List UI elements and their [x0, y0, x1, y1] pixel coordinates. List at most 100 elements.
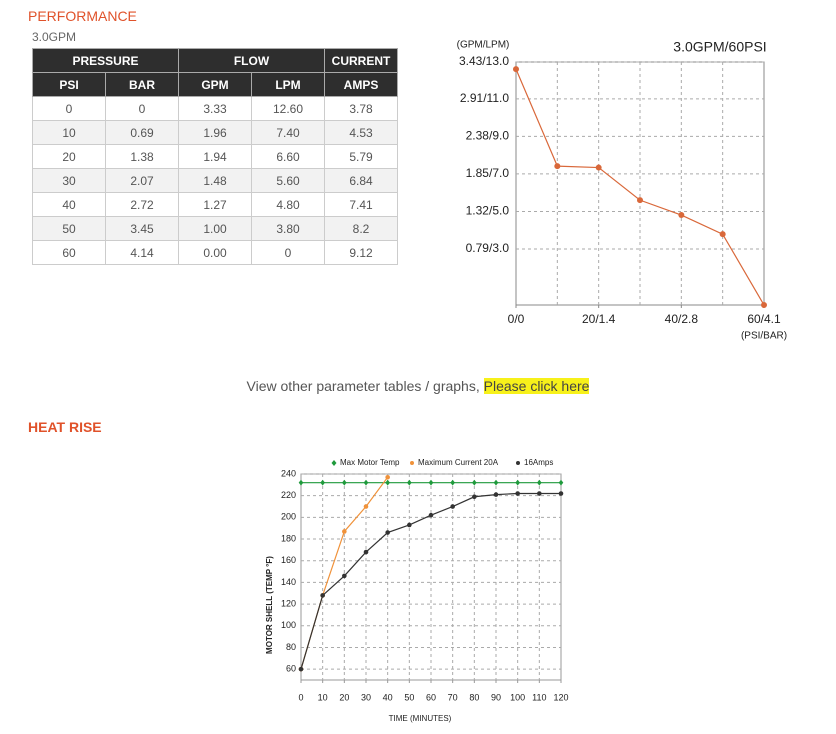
x-tick-label: 20	[339, 692, 349, 702]
y-axis-label: MOTOR SHELL (TEMP °F)	[265, 556, 274, 654]
point	[678, 212, 685, 219]
point	[472, 494, 477, 500]
y-tick-label: 160	[281, 555, 296, 565]
point	[537, 491, 542, 496]
point	[515, 479, 520, 486]
y-tick-label: 100	[281, 620, 296, 630]
table-cell: 4.14	[105, 240, 179, 265]
table-cell: 5.60	[251, 168, 325, 193]
performance-table: PRESSURE FLOW CURRENT PSI BAR GPM LPM AMPS 0 0 3.3…	[32, 48, 398, 265]
group-header: PRESSURE	[32, 48, 179, 73]
x-tick-label: 40/2.8	[665, 312, 699, 326]
point	[385, 530, 390, 535]
table-cell: 5.79	[324, 144, 398, 169]
x-tick-label: 70	[448, 692, 458, 702]
subtitle: 3.0GPM	[32, 30, 77, 44]
point	[595, 164, 602, 171]
table-cell: 30	[32, 168, 106, 193]
group-header: CURRENT	[324, 48, 398, 73]
table-row: 50 3.45 1.00 3.80 8.2	[32, 216, 398, 241]
y-tick-label: 1.85/7.0	[466, 166, 510, 180]
chart-title: 3.0GPM/60PSI	[673, 39, 766, 55]
link-line: View other parameter tables / graphs, Pl…	[0, 378, 836, 394]
point	[363, 479, 369, 486]
legend-marker	[331, 460, 337, 466]
table-row: 40 2.72 1.27 4.80 7.41	[32, 192, 398, 217]
table-cell: 7.40	[251, 120, 325, 145]
y-tick-label: 60	[286, 664, 296, 674]
legend-marker	[516, 461, 520, 465]
y-tick-label: 80	[286, 642, 296, 652]
table-cell: 0	[32, 96, 106, 121]
link-text: View other parameter tables / graphs,	[246, 378, 480, 394]
table-cell: 4.80	[251, 192, 325, 217]
point	[554, 163, 561, 170]
table-cell: 8.2	[324, 216, 398, 241]
point	[450, 479, 455, 486]
table-cell: 60	[32, 240, 106, 265]
point	[493, 479, 499, 486]
y-tick-label: 140	[281, 577, 296, 587]
table-cell: 12.60	[251, 96, 325, 121]
point	[342, 479, 347, 486]
x-tick-label: 40	[383, 692, 393, 702]
table-row: 0 0 3.33 12.60 3.78	[32, 96, 398, 121]
point	[558, 479, 564, 486]
point	[342, 529, 347, 534]
table-cell: 6.60	[251, 144, 325, 169]
point	[472, 479, 477, 486]
point	[298, 479, 304, 486]
x-tick-label: 90	[491, 692, 501, 702]
x-tick-label: 30	[361, 692, 371, 702]
y-tick-label: 200	[281, 512, 296, 522]
table-row: 60 4.14 0.00 0 9.12	[32, 240, 398, 265]
point	[385, 479, 390, 486]
group-header-row: PRESSURE FLOW CURRENT	[32, 48, 398, 73]
table-cell: 1.94	[178, 144, 252, 169]
heat-title: HEAT RISE	[28, 419, 102, 435]
point	[342, 573, 347, 579]
table-cell: 0.69	[105, 120, 179, 145]
point	[558, 491, 564, 496]
point	[407, 479, 412, 486]
column-header: LPM	[251, 72, 325, 97]
table-cell: 1.96	[178, 120, 252, 145]
legend-label: Max Motor Temp	[340, 458, 400, 467]
legend-label: 16Amps	[524, 458, 553, 467]
table-cell: 3.45	[105, 216, 179, 241]
x-tick-label: 0/0	[508, 312, 525, 326]
x-tick-label: 10	[318, 692, 328, 702]
point	[537, 479, 542, 486]
y-tick-label: 1.32/5.0	[466, 204, 510, 218]
point	[637, 197, 643, 204]
point	[407, 522, 412, 528]
table-cell: 9.12	[324, 240, 398, 265]
point	[515, 491, 520, 496]
table-cell: 10	[32, 120, 106, 145]
point	[320, 593, 325, 598]
y-tick-label: 120	[281, 598, 296, 608]
point	[428, 479, 434, 486]
point	[298, 666, 304, 672]
header-row: PSI BAR GPM LPM AMPS	[32, 72, 398, 97]
point	[761, 302, 767, 308]
x-axis-label: TIME (MINUTES)	[389, 714, 452, 723]
point	[320, 479, 325, 486]
point	[363, 504, 369, 509]
table-cell: 1.27	[178, 192, 252, 217]
link[interactable]: Please click here	[483, 378, 590, 394]
point	[513, 66, 519, 73]
table-row: 10 0.69 1.96 7.40 4.53	[32, 120, 398, 145]
group-header: FLOW	[178, 48, 325, 73]
column-header: PSI	[32, 72, 106, 97]
point	[719, 231, 726, 238]
y-tick-label: 180	[281, 533, 296, 543]
table-cell: 3.80	[251, 216, 325, 241]
table-cell: 7.41	[324, 192, 398, 217]
table-row: 30 2.07 1.48 5.60 6.84	[32, 168, 398, 193]
x-tick-label: 20/1.4	[582, 312, 616, 326]
x-tick-label: 50	[404, 692, 414, 702]
point	[363, 549, 369, 555]
